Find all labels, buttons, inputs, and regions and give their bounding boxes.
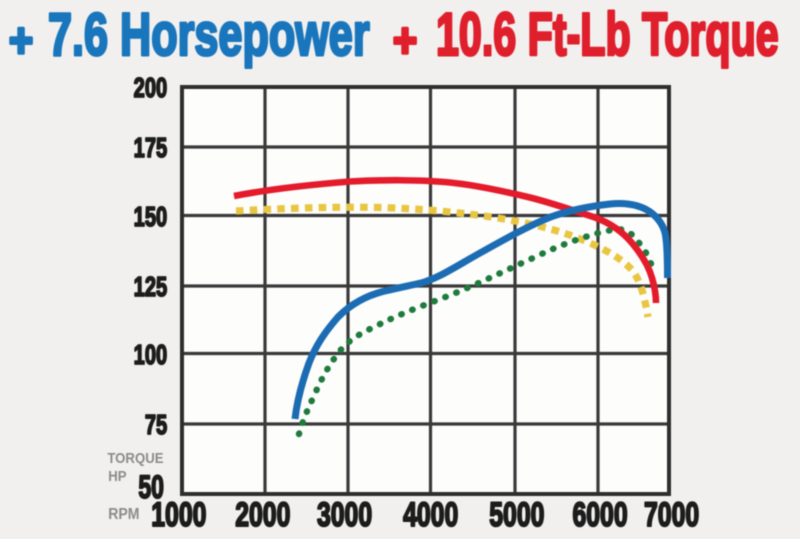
svg-text:10.6 Ft-Lb Torque: 10.6 Ft-Lb Torque bbox=[436, 0, 779, 68]
svg-text:+: + bbox=[393, 14, 417, 68]
svg-text:75: 75 bbox=[145, 410, 167, 441]
svg-text:+: + bbox=[9, 14, 33, 68]
svg-text:2000: 2000 bbox=[235, 496, 290, 534]
svg-text:100: 100 bbox=[134, 340, 167, 371]
svg-text:125: 125 bbox=[134, 272, 167, 303]
svg-text:TORQUE: TORQUE bbox=[107, 449, 163, 466]
svg-text:4000: 4000 bbox=[403, 496, 458, 534]
svg-text:175: 175 bbox=[134, 133, 167, 164]
svg-text:200: 200 bbox=[134, 73, 167, 104]
svg-text:150: 150 bbox=[134, 202, 167, 233]
svg-text:6000: 6000 bbox=[572, 496, 627, 534]
svg-text:50: 50 bbox=[138, 469, 164, 505]
svg-text:RPM: RPM bbox=[108, 505, 139, 523]
svg-text:5000: 5000 bbox=[489, 496, 544, 534]
svg-text:7000: 7000 bbox=[644, 496, 699, 534]
svg-text:3000: 3000 bbox=[317, 496, 372, 534]
svg-text:1000: 1000 bbox=[151, 496, 206, 534]
svg-text:7.6 Horsepower: 7.6 Horsepower bbox=[48, 2, 370, 69]
svg-text:HP: HP bbox=[108, 467, 126, 484]
